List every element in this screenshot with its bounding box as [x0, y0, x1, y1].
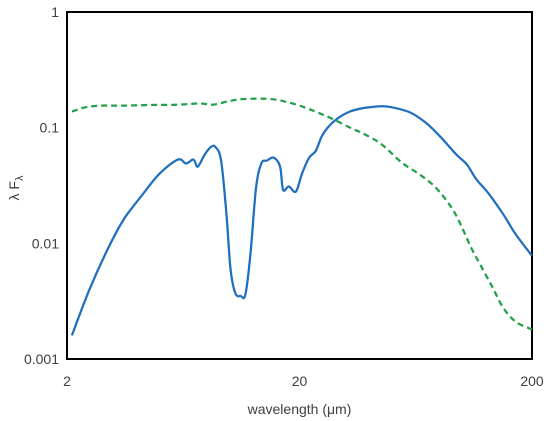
series-line-dashed-green — [71, 97, 533, 331]
y-tick-label: 1 — [51, 4, 59, 20]
y-tick-labels: 0.001 0.01 0.1 1 — [24, 4, 59, 367]
x-tick-label: 200 — [520, 373, 544, 389]
svg-text:λ Fλ: λ Fλ — [6, 175, 26, 200]
x-tick-label: 20 — [292, 373, 308, 389]
series-line-solid-blue — [70, 105, 533, 336]
x-tick-labels: 2 20 200 — [63, 373, 544, 389]
y-axis-title-subscript: λ — [14, 175, 26, 181]
y-axis-title: λ Fλ — [6, 175, 26, 200]
plot-frame — [66, 11, 533, 360]
x-axis-title: wavelength (μm) — [247, 401, 352, 417]
series-layer — [70, 97, 533, 336]
x-tick-label: 2 — [63, 373, 71, 389]
y-tick-label: 0.001 — [24, 351, 59, 367]
y-axis-title-main: λ F — [6, 181, 22, 200]
y-tick-label: 0.1 — [40, 120, 60, 136]
y-tick-label: 0.01 — [32, 235, 59, 251]
